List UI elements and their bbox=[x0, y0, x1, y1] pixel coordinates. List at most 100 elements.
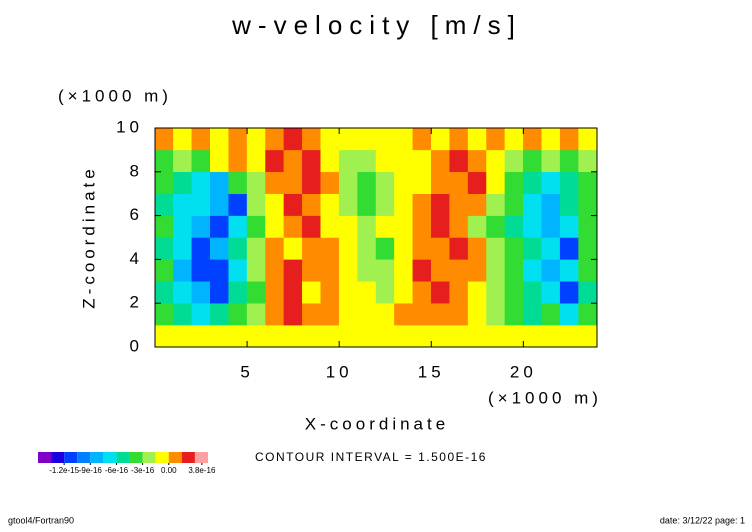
contour-cell bbox=[228, 324, 248, 348]
contour-cell bbox=[467, 215, 487, 238]
contour-cell bbox=[265, 215, 285, 238]
contour-cell bbox=[504, 324, 524, 348]
contour-cell bbox=[320, 302, 340, 326]
contour-cell bbox=[302, 259, 322, 282]
contour-cell bbox=[173, 281, 193, 304]
contour-cell bbox=[449, 127, 469, 151]
contour-cell bbox=[283, 215, 303, 238]
contour-cell bbox=[431, 237, 450, 260]
contour-cell bbox=[357, 193, 377, 216]
contour-cell bbox=[559, 127, 579, 151]
contour-cell bbox=[228, 259, 248, 282]
contour-cell bbox=[246, 281, 266, 304]
contour-cell bbox=[431, 149, 450, 173]
contour-cell bbox=[486, 324, 506, 348]
colorbar-tick-label: -9e-16 bbox=[79, 466, 103, 475]
contour-cell bbox=[541, 149, 561, 173]
contour-cell bbox=[154, 127, 174, 151]
y-axis-label: Z-coordinate bbox=[79, 165, 98, 308]
contour-cell bbox=[449, 171, 469, 194]
contour-cell bbox=[504, 281, 524, 304]
contour-cell bbox=[486, 171, 506, 194]
contour-cell bbox=[504, 259, 524, 282]
contour-cell bbox=[578, 302, 598, 326]
contour-cell bbox=[154, 149, 174, 173]
contour-cell bbox=[559, 302, 579, 326]
contour-cell bbox=[154, 171, 174, 194]
contour-cell bbox=[523, 302, 542, 326]
contour-cell bbox=[578, 215, 598, 238]
contour-cell bbox=[431, 302, 450, 326]
contour-cell bbox=[412, 324, 432, 348]
contour-cell bbox=[154, 302, 174, 326]
colorbar-swatch bbox=[103, 452, 117, 463]
contour-cell bbox=[412, 215, 432, 238]
contour-cell bbox=[154, 281, 174, 304]
contour-cell bbox=[449, 259, 469, 282]
contour-cell bbox=[559, 193, 579, 216]
contour-cell bbox=[541, 215, 561, 238]
colorbar-swatch bbox=[64, 452, 78, 463]
footer-left: gtool4/Fortran90 bbox=[8, 515, 74, 525]
contour-cell bbox=[210, 149, 229, 173]
contour-cell bbox=[449, 215, 469, 238]
contour-cell bbox=[431, 171, 450, 194]
contour-cell bbox=[578, 237, 598, 260]
contour-cell bbox=[302, 215, 322, 238]
contour-cell bbox=[265, 171, 285, 194]
contour-cell bbox=[357, 324, 377, 348]
contour-cell bbox=[302, 127, 322, 151]
contour-cell bbox=[338, 215, 358, 238]
contour-cell bbox=[320, 127, 340, 151]
contour-cell bbox=[431, 127, 450, 151]
contour-cell bbox=[283, 149, 303, 173]
contour-cell bbox=[320, 237, 340, 260]
contour-cell bbox=[210, 193, 229, 216]
contour-cell bbox=[210, 281, 229, 304]
contour-cell bbox=[338, 171, 358, 194]
contour-cell bbox=[394, 302, 414, 326]
contour-cell bbox=[375, 281, 395, 304]
contour-cell bbox=[228, 215, 248, 238]
contour-cell bbox=[486, 237, 506, 260]
contour-cell bbox=[265, 281, 285, 304]
contour-cell bbox=[173, 149, 193, 173]
contour-cell bbox=[210, 171, 229, 194]
x-tick-label: 20 bbox=[510, 362, 537, 381]
colorbar-swatch bbox=[142, 452, 156, 463]
contour-cell bbox=[173, 215, 193, 238]
colorbar-swatch bbox=[194, 452, 208, 463]
contour-cell bbox=[191, 149, 211, 173]
contour-cell bbox=[265, 259, 285, 282]
contour-cell bbox=[246, 149, 266, 173]
contour-cell bbox=[357, 281, 377, 304]
contour-cell bbox=[431, 193, 450, 216]
contour-cell bbox=[541, 281, 561, 304]
contour-cell bbox=[559, 324, 579, 348]
contour-cell bbox=[154, 237, 174, 260]
contour-cell bbox=[504, 215, 524, 238]
contour-cell bbox=[412, 171, 432, 194]
contour-cell bbox=[467, 193, 487, 216]
contour-cell bbox=[173, 127, 193, 151]
y-tick-label: 2 bbox=[130, 293, 143, 312]
contour-cell bbox=[283, 193, 303, 216]
x-tick-label: 10 bbox=[326, 362, 353, 381]
contour-cell bbox=[504, 237, 524, 260]
contour-cell bbox=[486, 302, 506, 326]
contour-cell bbox=[541, 259, 561, 282]
contour-cell bbox=[338, 149, 358, 173]
contour-cell bbox=[486, 149, 506, 173]
contour-cell bbox=[320, 215, 340, 238]
contour-cell bbox=[302, 302, 322, 326]
contour-cell bbox=[375, 215, 395, 238]
contour-cell bbox=[338, 324, 358, 348]
contour-cell bbox=[559, 259, 579, 282]
x-tick-label: 15 bbox=[418, 362, 445, 381]
contour-cell bbox=[449, 281, 469, 304]
contour-cell bbox=[210, 127, 229, 151]
contour-cell bbox=[523, 171, 542, 194]
colorbar-swatch bbox=[90, 452, 104, 463]
contour-cell bbox=[559, 149, 579, 173]
contour-cell bbox=[394, 171, 414, 194]
